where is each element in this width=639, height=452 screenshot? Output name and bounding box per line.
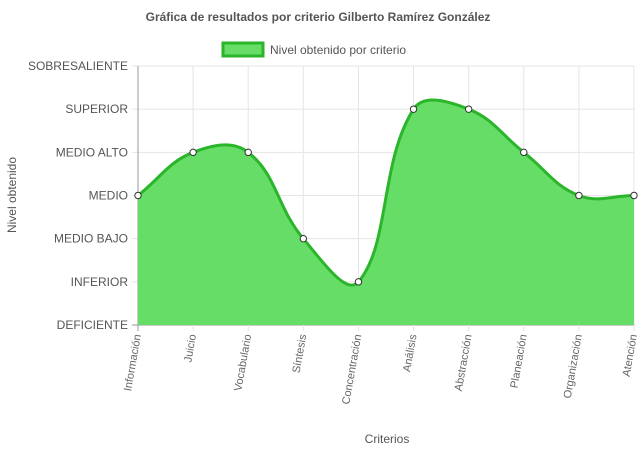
x-tick-label: Concentración [340,333,364,405]
data-point-4[interactable] [354,278,363,286]
y-axis-ticks: DEFICIENTE INFERIOR MEDIO BAJO MEDIO MEDIO A… [28,59,128,332]
area-series [137,98,635,325]
y-tick-label: INFERIOR [71,275,129,289]
data-point-2[interactable] [244,148,252,157]
data-point-5[interactable] [409,105,418,113]
data-point-1[interactable] [189,148,197,157]
data-point-6[interactable] [464,105,473,113]
x-tick-label: Información [122,333,144,392]
x-tick-label: Juicio [182,333,199,363]
x-axis-label: Criterios [365,432,410,446]
y-tick-label: MEDIO [89,189,128,203]
x-tick-label: Organización [562,333,585,399]
series-line [137,98,635,287]
x-tick-label: Análisis [401,333,419,373]
data-point-0[interactable] [134,191,142,200]
y-tick-label: SUPERIOR [65,102,128,116]
y-axis-label: Nivel obtenido [5,157,19,233]
data-point-3[interactable] [299,234,308,243]
area-fill [138,100,634,325]
legend-swatch [221,41,265,58]
y-tick-label: DEFICIENTE [57,318,128,332]
x-tick-label: Abstracción [453,333,475,392]
chart-title: Gráfica de resultados por criterio Gilbe… [146,10,491,24]
x-tick-label: Síntesis [291,333,310,374]
y-tick-label: MEDIO ALTO [56,145,128,159]
x-tick-label: Atención [621,333,639,377]
data-point-7[interactable] [520,148,528,157]
data-point-8[interactable] [575,191,583,200]
x-tick-label: Vocabulario [232,333,254,392]
x-axis-ticks: Información Juicio Vocabulario Síntesis Conc… [122,333,639,405]
data-point-9[interactable] [630,191,638,200]
legend-label: Nivel obtenido por criterio [270,43,406,57]
y-tick-label: MEDIO BAJO [54,232,128,246]
data-points[interactable] [134,105,638,286]
y-tick-label: SOBRESALIENTE [28,59,128,73]
legend[interactable]: Nivel obtenido por criterio [221,41,406,58]
x-tick-label: Planeación [508,333,529,389]
